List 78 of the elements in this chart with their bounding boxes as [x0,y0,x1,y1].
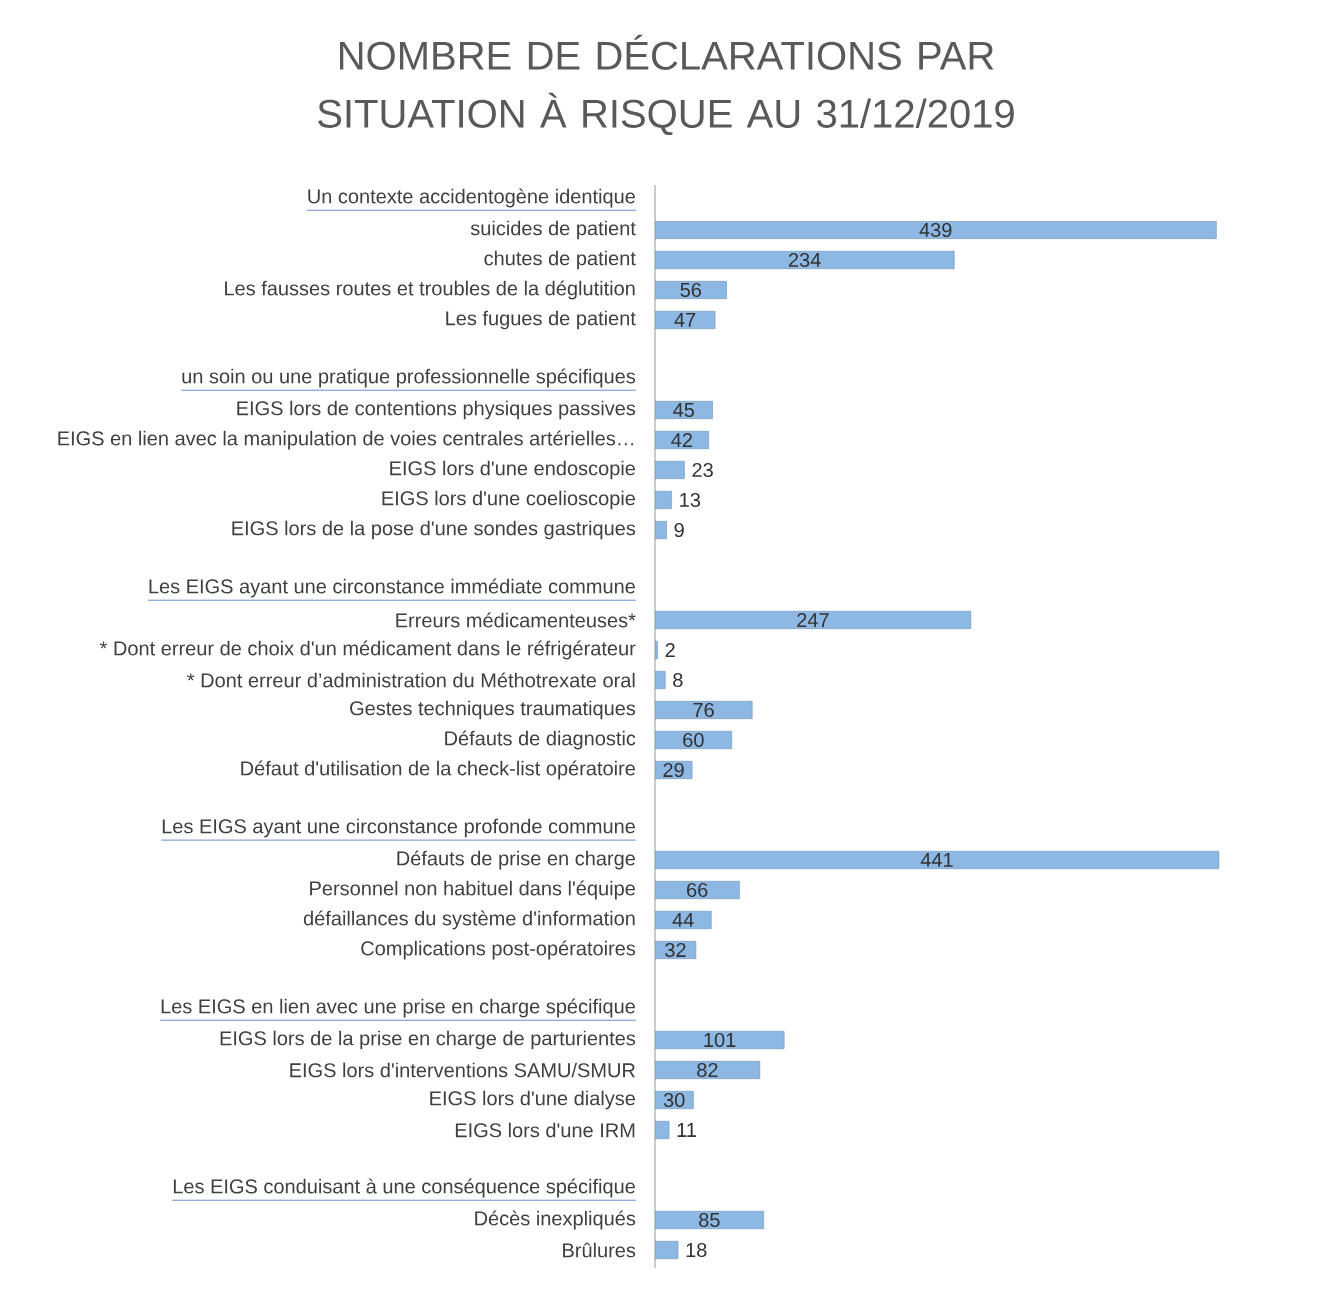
bar [655,1121,670,1139]
y-tick-label: Les EIGS ayant une circonstance immédiate commune [149,578,635,598]
y-tick-label: Décès inexpliqués [475,1210,636,1230]
data-label: 47 [674,313,696,327]
y-tick-label: EIGS lors d'une IRM [455,1122,635,1138]
bar [655,1241,679,1259]
y-tick-label: défaillances du système d'information [303,910,635,930]
data-label: 13 [680,492,701,508]
data-label: 8 [673,672,683,688]
data-label: 56 [680,282,702,298]
y-tick-label: EIGS en lien avec la manipulation de voies centrales artérielles… [58,430,634,450]
data-label: 234 [788,252,821,268]
y-tick-label: chutes de patient [484,250,636,270]
y-tick-label: EIGS lors de la pose d'une sondes gastriques [232,520,636,540]
bar [655,520,667,539]
bar [655,1061,761,1079]
data-label: 76 [693,702,714,718]
bar [655,1211,764,1229]
bar [655,430,709,449]
y-tick-label: Les EIGS conduisant à une conséquence spécifique [173,1178,635,1198]
data-label: 82 [697,1062,718,1078]
y-tick-label: Gestes techniques traumatiques [350,700,636,720]
bar [655,280,727,299]
y-tick-label: Personnel non habituel dans l'équipe [310,880,635,900]
data-label: 23 [692,462,713,478]
y-tick-label: EIGS lors d'interventions SAMU/SMUR [290,1062,635,1078]
bar [655,880,740,899]
bar [655,250,955,269]
bar [655,670,666,689]
y-tick-label: EIGS lors de la prise en charge de parturientes [220,1030,636,1050]
y-tick-label: Défauts de prise en charge [397,850,635,870]
y-tick-label: Les EIGS en lien avec une prise en charge spécifique [161,998,635,1018]
bar [655,220,1217,239]
bar [655,1031,785,1049]
data-label: 18 [686,1242,707,1258]
bar [655,490,672,509]
data-label: 30 [663,1092,685,1108]
data-label: 441 [920,853,953,867]
y-tick-label: EIGS lors d'une endoscopie [390,460,635,480]
data-label: 66 [687,882,708,898]
y-tick-label: Les EIGS ayant une circonstance profonde commune [162,818,635,838]
y-tick-label: EIGS lors de contentions physiques passives [237,400,636,420]
y-tick-label: Complications post-opératoires [361,940,636,960]
data-label: 247 [797,613,829,627]
y-tick-label: Un contexte accidentogène identique [308,188,635,208]
y-tick-label: Défauts de diagnostic [445,730,636,750]
data-label: 60 [683,732,704,748]
y-tick-label: Les fausses routes et troubles de la déglutition [225,280,635,300]
y-tick-label: EIGS lors d'une coelioscopie [382,490,635,510]
chart-title: NOMBRE DE DÉCLARATIONS PAR SITUATION À RISQUE AU 31/12/2019 [318,34,1014,136]
y-tick-label: suicides de patient [470,220,636,240]
data-label: 42 [671,433,692,447]
data-label: 439 [919,222,952,238]
y-tick-label: Erreurs médicamenteuses* [396,612,636,628]
data-label: 11 [677,1123,696,1137]
data-label: 44 [672,913,694,927]
y-tick-label: un soin ou une pratique professionnelle spécifiques [182,368,636,388]
bar [655,730,733,749]
bar [655,700,753,719]
bar [655,850,1220,869]
y-tick-label: Les fugues de patient [446,310,636,330]
y-tick-label: Brûlures [563,1242,636,1258]
data-label: 29 [663,762,684,778]
bar [655,400,713,419]
bar [655,310,716,329]
bar [655,640,658,659]
data-label: 45 [673,403,695,417]
y-tick-label: EIGS lors d'une dialyse [430,1090,635,1110]
y-tick-label: * Dont erreur d’administration du Méthotrexate oral [187,672,635,688]
bar [655,460,685,479]
y-tick-label: Défaut d'utilisation de la check-list opératoire [241,760,635,780]
data-label: 9 [674,522,684,538]
y-tick-label: * Dont erreur de choix d'un médicament dans le réfrigérateur [99,640,636,660]
data-label: 85 [699,1212,720,1228]
bar [655,610,972,629]
data-label: 101 [704,1032,736,1048]
data-label: 2 [665,643,675,657]
data-label: 32 [665,942,686,958]
